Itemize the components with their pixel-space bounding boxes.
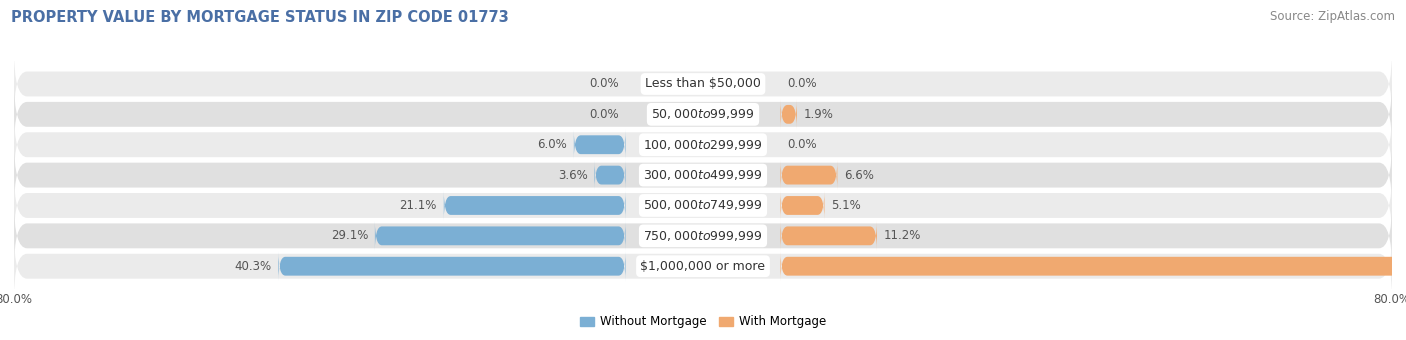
Text: 6.0%: 6.0% [537,138,567,151]
Text: 11.2%: 11.2% [884,230,921,242]
FancyBboxPatch shape [375,221,626,251]
Text: 3.6%: 3.6% [558,169,588,182]
FancyBboxPatch shape [14,203,1392,269]
FancyBboxPatch shape [14,172,1392,239]
FancyBboxPatch shape [14,142,1392,208]
FancyBboxPatch shape [14,112,1392,178]
FancyBboxPatch shape [780,191,824,220]
FancyBboxPatch shape [278,251,626,281]
Text: 29.1%: 29.1% [330,230,368,242]
FancyBboxPatch shape [780,251,1406,281]
Text: $500,000 to $749,999: $500,000 to $749,999 [644,199,762,212]
FancyBboxPatch shape [780,221,877,251]
FancyBboxPatch shape [780,100,797,129]
Text: $100,000 to $299,999: $100,000 to $299,999 [644,138,762,152]
Text: 0.0%: 0.0% [589,78,619,90]
FancyBboxPatch shape [595,160,626,190]
FancyBboxPatch shape [14,233,1392,299]
Text: 5.1%: 5.1% [831,199,860,212]
Text: 1.9%: 1.9% [804,108,834,121]
Text: $750,000 to $999,999: $750,000 to $999,999 [644,229,762,243]
Text: 0.0%: 0.0% [787,78,817,90]
FancyBboxPatch shape [14,81,1392,148]
Text: 21.1%: 21.1% [399,199,437,212]
FancyBboxPatch shape [780,160,838,190]
Text: Less than $50,000: Less than $50,000 [645,78,761,90]
Text: 40.3%: 40.3% [235,260,271,273]
Legend: Without Mortgage, With Mortgage: Without Mortgage, With Mortgage [575,311,831,333]
Text: $300,000 to $499,999: $300,000 to $499,999 [644,168,762,182]
Text: 6.6%: 6.6% [844,169,875,182]
FancyBboxPatch shape [444,191,626,220]
FancyBboxPatch shape [14,51,1392,117]
Text: $1,000,000 or more: $1,000,000 or more [641,260,765,273]
Text: 0.0%: 0.0% [589,108,619,121]
Text: 0.0%: 0.0% [787,138,817,151]
FancyBboxPatch shape [574,130,626,159]
Text: PROPERTY VALUE BY MORTGAGE STATUS IN ZIP CODE 01773: PROPERTY VALUE BY MORTGAGE STATUS IN ZIP… [11,10,509,25]
Text: Source: ZipAtlas.com: Source: ZipAtlas.com [1270,10,1395,23]
Text: $50,000 to $99,999: $50,000 to $99,999 [651,107,755,121]
